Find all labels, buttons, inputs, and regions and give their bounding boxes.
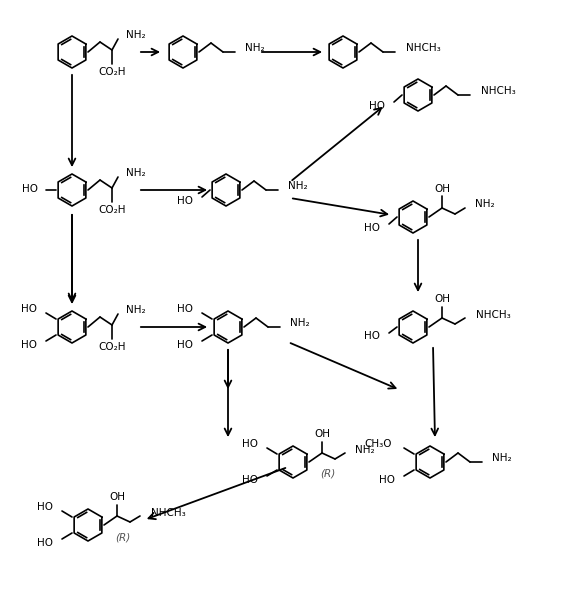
Text: CO₂H: CO₂H xyxy=(98,205,126,215)
Text: HO: HO xyxy=(364,223,380,233)
Text: NH₂: NH₂ xyxy=(355,445,374,455)
Text: (R): (R) xyxy=(321,469,336,479)
Text: NHCH₃: NHCH₃ xyxy=(151,508,186,518)
Text: OH: OH xyxy=(434,294,450,304)
Text: NHCH₃: NHCH₃ xyxy=(481,86,516,96)
Text: OH: OH xyxy=(314,429,330,439)
Text: HO: HO xyxy=(177,304,193,314)
Text: NHCH₃: NHCH₃ xyxy=(406,43,441,53)
Text: NH₂: NH₂ xyxy=(475,199,495,209)
Text: HO: HO xyxy=(21,340,37,350)
Text: HO: HO xyxy=(22,184,38,194)
Text: CH₃O: CH₃O xyxy=(364,439,392,449)
Text: OH: OH xyxy=(109,492,125,502)
Text: HO: HO xyxy=(177,196,193,206)
Text: HO: HO xyxy=(21,304,37,314)
Text: NHCH₃: NHCH₃ xyxy=(476,310,511,320)
Text: CO₂H: CO₂H xyxy=(98,342,126,352)
Text: NH₂: NH₂ xyxy=(126,30,146,40)
Text: HO: HO xyxy=(242,439,258,449)
Text: NH₂: NH₂ xyxy=(288,181,308,191)
Text: NH₂: NH₂ xyxy=(492,453,512,463)
Text: HO: HO xyxy=(369,101,385,111)
Text: NH₂: NH₂ xyxy=(290,318,309,328)
Text: NH₂: NH₂ xyxy=(245,43,264,53)
Text: CO₂H: CO₂H xyxy=(98,67,126,77)
Text: OH: OH xyxy=(434,184,450,194)
Text: HO: HO xyxy=(379,475,395,485)
Text: NH₂: NH₂ xyxy=(126,168,146,178)
Text: NH₂: NH₂ xyxy=(126,305,146,315)
Text: (R): (R) xyxy=(115,532,130,542)
Text: HO: HO xyxy=(364,331,380,341)
Text: HO: HO xyxy=(37,538,53,548)
Text: HO: HO xyxy=(177,340,193,350)
Text: HO: HO xyxy=(242,475,258,485)
Text: HO: HO xyxy=(37,502,53,512)
